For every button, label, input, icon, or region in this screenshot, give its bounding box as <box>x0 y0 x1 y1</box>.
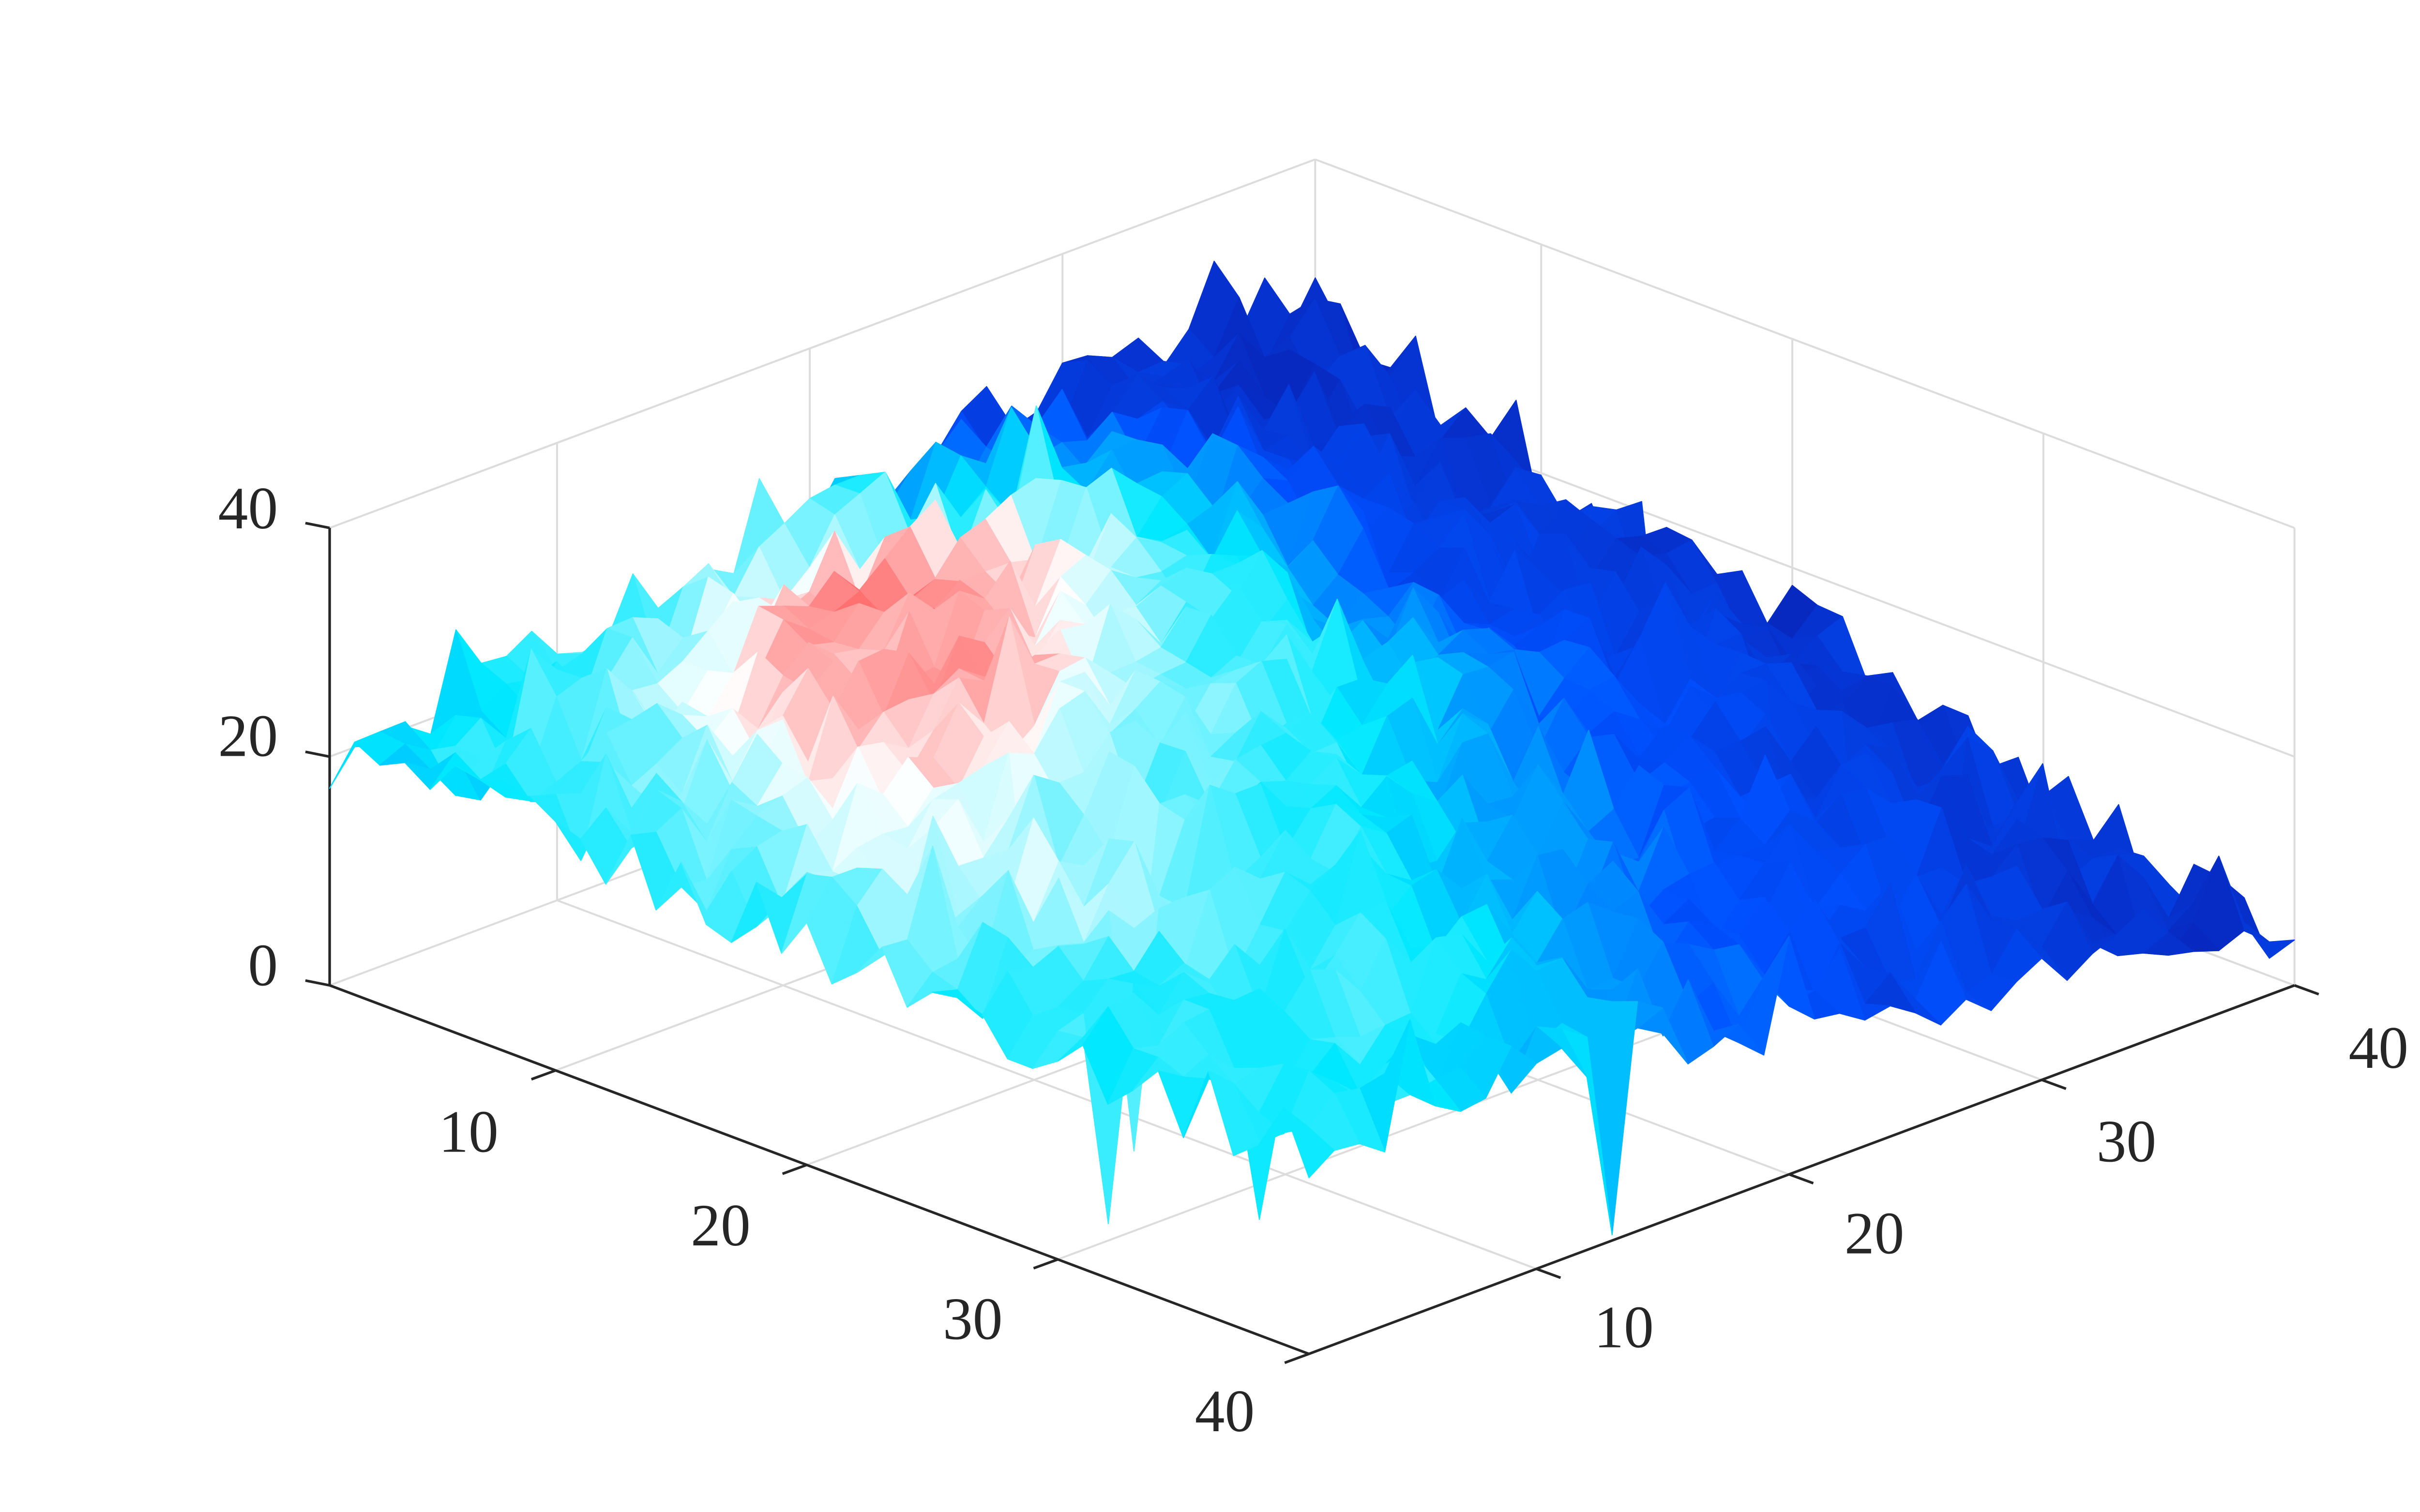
x-tick <box>1033 1258 1059 1270</box>
x-axis-line <box>329 984 1310 1355</box>
surface-patch <box>1283 1107 1335 1179</box>
y-tick <box>2041 1078 2067 1090</box>
y-axis-line <box>1308 984 2295 1355</box>
x-tick-label-10: 10 <box>439 1098 499 1165</box>
grid-line-wall-z <box>1315 158 2295 529</box>
y-tick-label-20: 20 <box>1845 1200 1905 1267</box>
x-tick <box>1284 1352 1310 1364</box>
x-tick-label-40: 40 <box>1195 1378 1255 1444</box>
z-tick-label-20: 20 <box>218 703 278 769</box>
axes <box>305 522 2319 1364</box>
surface-patch <box>1158 1070 1210 1138</box>
x-tick <box>530 1069 556 1081</box>
z-tick <box>305 979 330 987</box>
surface <box>329 260 2295 1236</box>
tick-labels: 0 20 40 10 20 30 40 10 20 30 40 <box>218 475 2408 1444</box>
x-tick <box>782 1164 807 1175</box>
z-tick-label-0: 0 <box>248 932 278 999</box>
z-tick <box>305 750 330 758</box>
z-tick <box>305 522 330 529</box>
y-tick <box>1788 1173 1814 1185</box>
y-tick-label-40: 40 <box>2348 1015 2408 1081</box>
x-tick-label-20: 20 <box>691 1192 751 1258</box>
y-tick-label-30: 30 <box>2097 1108 2157 1174</box>
grid-line-wall-z <box>329 158 1316 529</box>
y-tick <box>2294 984 2319 996</box>
y-tick-label-10: 10 <box>1594 1294 1654 1360</box>
grid-line-floor-y <box>557 899 1537 1270</box>
y-tick <box>1536 1267 1561 1279</box>
x-tick-label-30: 30 <box>943 1286 1003 1352</box>
z-tick-label-40: 40 <box>218 475 278 541</box>
